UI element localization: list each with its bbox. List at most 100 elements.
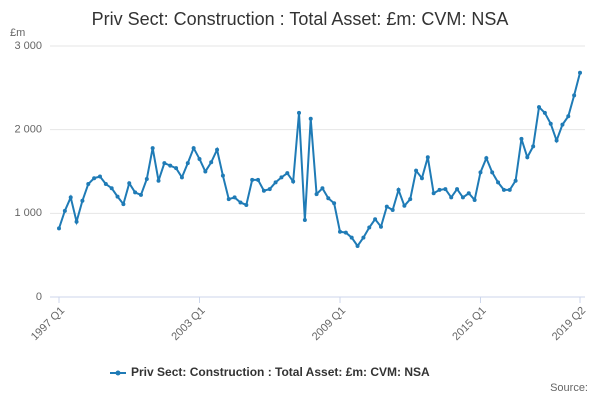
point [273,180,278,185]
point [326,196,331,201]
point [156,178,161,183]
point [378,224,383,229]
y-tick-label: 1 000 [14,207,42,219]
point [144,177,149,182]
point [179,175,184,180]
point [525,155,530,160]
y-tick-label: 2 000 [14,124,42,136]
point [320,186,325,191]
point [62,208,67,213]
point [431,191,436,196]
point [501,187,506,192]
point [92,176,97,181]
point [513,178,518,183]
point [232,195,237,200]
point [267,187,272,192]
point [185,161,190,166]
x-tick-label: 2009 Q1 [310,305,348,343]
point [337,229,342,234]
point [414,168,419,173]
point [203,169,208,174]
y-axis-label: £m [10,27,25,39]
point [97,174,102,179]
point [127,181,132,186]
point [437,187,442,192]
point [496,180,501,185]
point [578,70,582,75]
point [443,187,448,192]
point [449,195,454,200]
point [291,179,296,184]
point [384,204,389,209]
point [408,197,413,202]
x-tick-label: 2019 Q2 [550,305,588,343]
point [355,243,360,248]
point [285,171,290,176]
point [138,192,143,197]
point [174,166,179,171]
point [531,144,536,149]
point [109,186,114,191]
point [542,110,547,115]
point [519,136,524,141]
point [238,200,243,205]
point [460,195,465,200]
point [302,218,307,223]
point [484,156,489,161]
point [314,192,319,197]
point [560,122,565,127]
point [220,173,225,178]
point [419,176,424,181]
point [390,207,395,212]
point [86,182,91,187]
x-tick-label: 2003 Q1 [169,305,207,343]
point [396,187,401,192]
chart-title: Priv Sect: Construction : Total Asset: £… [92,9,509,29]
y-tick-label: 0 [36,291,42,303]
point [121,202,126,207]
legend-marker [115,370,121,376]
point [244,202,249,207]
point [466,191,471,196]
point [349,235,354,240]
point [68,195,73,200]
point [150,146,155,151]
point [367,225,372,230]
point [191,146,196,151]
point [133,190,138,195]
point [103,182,108,187]
point [308,116,313,121]
point [425,155,430,160]
x-tick-label: 2015 Q1 [450,305,488,343]
point [168,163,173,168]
point [332,201,337,206]
point [162,161,167,166]
point [57,226,61,231]
point [256,177,261,182]
point [548,121,553,126]
legend-label: Priv Sect: Construction : Total Asset: £… [131,365,430,379]
y-tick-label: 3 000 [14,40,42,52]
point [215,147,220,152]
series-line [58,72,581,248]
x-tick-label: 1997 Q1 [29,305,67,343]
point [74,219,79,224]
source: Source: [550,382,588,394]
point [402,203,407,208]
point [554,138,559,143]
point [361,235,366,240]
point [566,114,571,119]
point [472,197,477,202]
point [197,156,202,161]
point [115,194,120,199]
point [209,160,214,165]
point [261,188,266,193]
point [343,230,348,235]
point [572,93,577,98]
point [297,110,302,115]
point [226,197,231,202]
point [490,170,495,175]
point [478,170,483,175]
point [279,175,284,180]
